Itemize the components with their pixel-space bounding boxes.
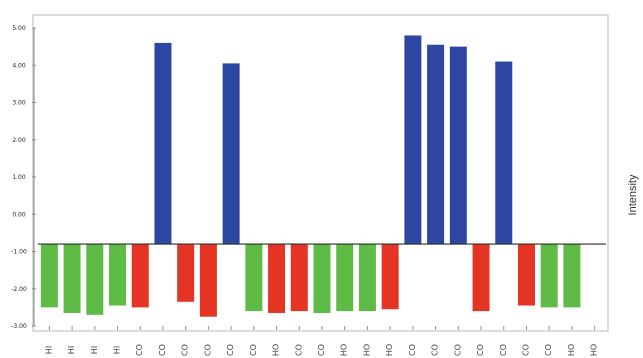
x-tick-label: HI <box>90 346 99 354</box>
x-tick-label: HO <box>340 344 349 356</box>
x-tick-label: HI <box>67 346 76 354</box>
bar <box>154 42 172 245</box>
x-tick-label: HO <box>567 344 576 356</box>
bar <box>245 244 263 312</box>
bar <box>199 244 217 317</box>
y-tick-label: 3.00 <box>12 100 26 107</box>
x-tick-label: CO <box>499 344 508 356</box>
x-tick-label: CO <box>408 344 417 356</box>
x-tick-label: CO <box>453 344 462 356</box>
y-tick-label: 4.00 <box>12 62 26 69</box>
y-tick-label: -2.00 <box>11 286 27 293</box>
bar <box>517 244 535 306</box>
x-tick-label: HO <box>385 344 394 356</box>
bar <box>381 244 399 310</box>
bar <box>495 61 513 245</box>
y-tick-label: 5.00 <box>12 25 26 32</box>
bar <box>86 244 104 315</box>
x-tick-label: CO <box>294 344 303 356</box>
bar <box>63 244 81 313</box>
bar <box>540 244 558 308</box>
x-tick-label: CO <box>476 344 485 356</box>
x-tick-label: CO <box>203 344 212 356</box>
x-tick-label: CO <box>249 344 258 356</box>
y-tick-label: 1.00 <box>12 174 26 181</box>
y-tick-label: -1.00 <box>11 249 27 256</box>
bar <box>313 244 331 313</box>
bar <box>449 46 467 245</box>
x-tick-label: HI <box>113 346 122 354</box>
bar <box>336 244 354 312</box>
bar <box>40 244 58 308</box>
x-tick-label: CO <box>521 344 530 356</box>
bar <box>563 244 581 308</box>
bar <box>404 35 422 245</box>
bar <box>177 244 195 302</box>
x-tick-label: CO <box>544 344 553 356</box>
bar <box>290 244 308 312</box>
x-tick-label: HO <box>590 344 599 356</box>
x-tick-label: CO <box>181 344 190 356</box>
bar <box>131 244 149 308</box>
x-tick-label: CO <box>135 344 144 356</box>
y-axis: 5.00 4.00 3.00 2.00 1.00 0.00 -1.00 -2.00 -3.00 <box>11 25 36 330</box>
y-tick-label: 2.00 <box>12 137 26 144</box>
bar <box>427 44 445 245</box>
x-axis: HI HI HI HI CO CO CO CO CO CO HO CO CO HO HO HO CO CO CO CO… <box>44 326 599 356</box>
bar <box>358 244 376 312</box>
x-tick-label: CO <box>158 344 167 356</box>
y-tick-label: -3.00 <box>11 323 27 330</box>
x-tick-label: HI <box>44 346 53 354</box>
bar <box>268 244 286 313</box>
x-tick-label: CO <box>431 344 440 356</box>
bar <box>222 63 240 245</box>
y-axis-title: Intensity <box>627 174 639 215</box>
y-tick-label: 0.00 <box>12 211 26 218</box>
x-tick-label: CO <box>317 344 326 356</box>
bar <box>472 244 490 312</box>
bar <box>109 244 127 306</box>
x-tick-label: HO <box>272 344 281 356</box>
x-tick-label: CO <box>226 344 235 356</box>
bars-group <box>40 35 581 317</box>
x-tick-label: HO <box>362 344 371 356</box>
